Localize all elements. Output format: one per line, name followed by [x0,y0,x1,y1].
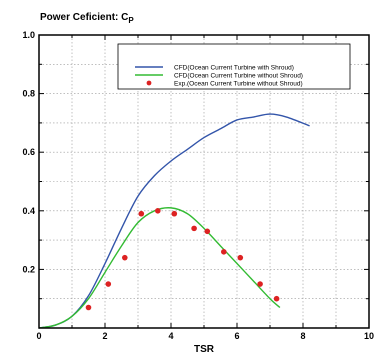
data-point [172,211,178,217]
x-tick-label: 2 [102,331,107,341]
legend-swatch [147,81,152,86]
y-tick-label: 0.2 [22,264,35,274]
data-point [86,305,92,311]
data-point [106,281,112,287]
y-tick-label: 0.4 [22,206,35,216]
data-point [205,229,211,235]
x-tick-label: 10 [364,331,374,341]
y-tick-label: 0.8 [22,89,35,99]
data-point [191,226,197,232]
legend-entry: Exp.(Ocean Current Turbine without Shrou… [174,80,303,87]
data-point [257,281,263,287]
data-point [122,255,128,261]
data-point [238,255,244,261]
x-tick-label: 6 [234,331,239,341]
data-point [274,296,280,302]
x-tick-label: 0 [36,331,41,341]
x-tick-label: 8 [300,331,305,341]
y-tick-label: 1.0 [22,30,35,40]
legend-entry: CFD(Ocean Current Turbine without Shroud… [174,72,303,79]
x-tick-label: 4 [168,331,173,341]
data-point [221,249,227,255]
data-point [139,211,145,217]
legend-entry: CFD(Ocean Current Turbine with Shroud) [174,64,294,71]
y-tick-label: 0.6 [22,147,35,157]
legend: CFD(Ocean Current Turbine with Shroud)CF… [118,44,350,89]
data-point [155,208,161,214]
x-axis-label: TSR [194,344,215,355]
